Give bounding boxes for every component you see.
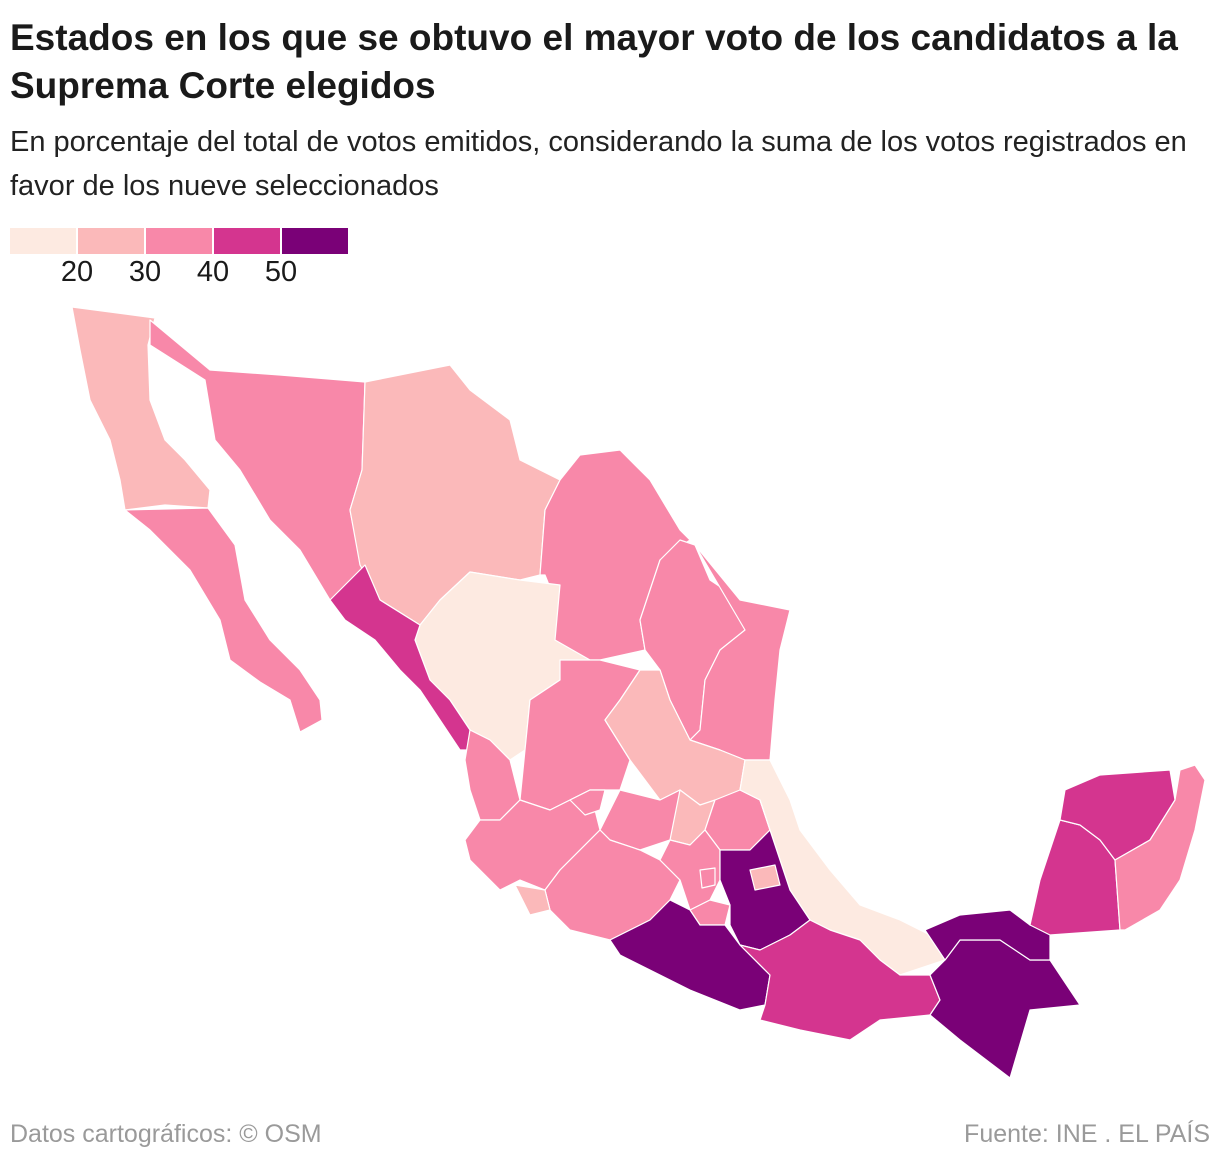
state-tlaxcala[interactable] xyxy=(749,864,781,891)
chart-subtitle: En porcentaje del total de votos emitido… xyxy=(10,126,1187,202)
legend-tick: 50 xyxy=(264,256,298,288)
state-colima[interactable] xyxy=(514,884,551,916)
legend-swatch-0 xyxy=(10,228,76,254)
state-baja-california-sur[interactable] xyxy=(124,507,323,733)
color-legend: 20 30 40 50 xyxy=(10,228,348,288)
legend-swatch-4 xyxy=(282,228,348,254)
legend-swatch-1 xyxy=(78,228,144,254)
state-chiapas[interactable] xyxy=(929,939,1081,1079)
state-estado-de-mexico[interactable] xyxy=(659,829,721,911)
chart-title: Estados en los que se obtuvo el mayor vo… xyxy=(10,17,1178,106)
legend-swatch-3 xyxy=(214,228,280,254)
state-quintana-roo[interactable] xyxy=(1114,764,1206,931)
state-tabasco[interactable] xyxy=(924,909,1051,961)
legend-swatch-2 xyxy=(146,228,212,254)
state-cdmx[interactable] xyxy=(699,867,716,889)
state-baja-california[interactable] xyxy=(71,306,211,511)
map-attribution: Datos cartográficos: © OSM xyxy=(10,1120,322,1148)
legend-tick: 30 xyxy=(128,256,162,288)
legend-tick: 20 xyxy=(60,256,94,288)
state-aguascalientes[interactable] xyxy=(569,789,606,816)
legend-tick: 40 xyxy=(196,256,230,288)
source-credit: Fuente: INE . EL PAÍS xyxy=(964,1120,1210,1148)
